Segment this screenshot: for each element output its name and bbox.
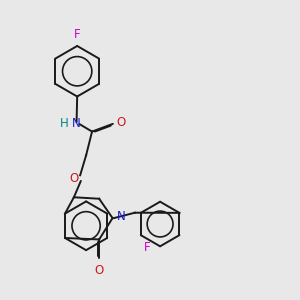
Text: O: O (116, 116, 126, 129)
Text: F: F (144, 241, 151, 254)
Text: O: O (69, 172, 78, 185)
Text: F: F (74, 28, 80, 40)
Text: H: H (60, 117, 69, 130)
Text: N: N (72, 117, 81, 130)
Text: N: N (117, 210, 126, 223)
Text: O: O (94, 264, 104, 277)
